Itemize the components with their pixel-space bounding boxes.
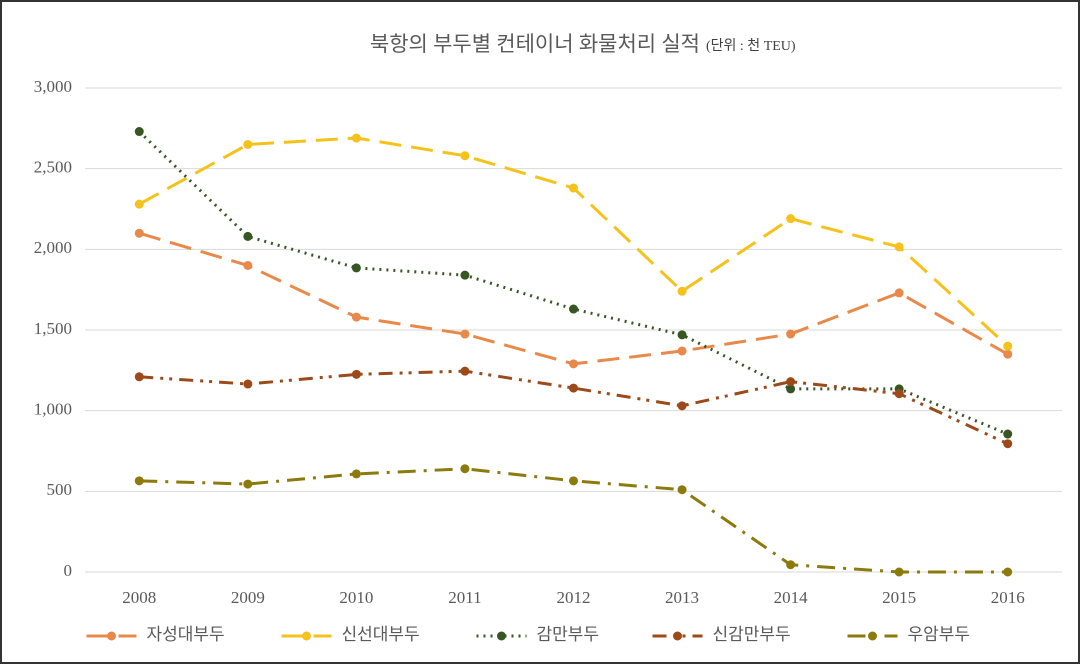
point [569,183,578,193]
point [894,389,904,399]
x-tick-label: 2010 [339,588,373,607]
point [460,151,470,161]
x-tick-label: 2013 [665,588,699,607]
y-tick-label: 3,000 [34,77,72,96]
point [243,379,253,389]
legend-marker [497,631,506,641]
legend-label: 신선대부두 [342,625,420,644]
point [677,330,687,340]
legend-label: 신감만부두 [713,625,791,644]
legend-marker [302,631,311,641]
point [134,372,144,382]
point [569,383,578,393]
point [677,401,687,411]
point [351,369,361,379]
point [894,567,904,577]
y-tick-label: 0 [64,561,73,580]
legend-marker [868,631,877,641]
point [677,286,687,296]
point [786,384,796,394]
point [1003,429,1013,439]
point [569,476,578,486]
point [351,133,361,143]
series-line [139,369,1009,446]
point [134,228,144,238]
point [1003,349,1013,359]
x-tick-label: 2008 [122,588,156,607]
point [677,485,687,495]
x-tick-label: 2015 [882,588,916,607]
legend-label: 자성대부두 [147,625,225,644]
point [243,479,253,489]
point [460,270,470,280]
chart-subtitle: (단위 : 천 TEU) [706,38,796,54]
y-tick-label: 1,500 [34,319,72,338]
point [243,231,253,241]
point [134,199,144,209]
point [243,139,253,149]
y-tick-label: 1,000 [34,400,72,419]
x-tick-label: 2016 [991,588,1025,607]
point [786,377,796,387]
x-tick-label: 2009 [231,588,265,607]
point [1003,567,1013,577]
point [894,288,904,298]
point [134,127,144,137]
legend-marker [107,631,116,641]
point [569,304,578,314]
legend-marker [673,631,682,641]
point [460,464,470,474]
chart-title: 북항의 부두별 컨테이너 화물처리 실적 [370,32,700,56]
point [460,329,470,339]
point [786,329,796,339]
x-tick-label: 2011 [448,588,481,607]
legend-label: 우암부두 [908,625,971,644]
legend-label: 감만부두 [537,625,600,644]
x-tick-label: 2012 [557,588,591,607]
x-tick-label: 2014 [774,588,809,607]
point [460,366,470,376]
point [1003,439,1013,449]
y-tick-label: 2,500 [34,158,72,177]
point [569,359,578,369]
point [134,476,144,486]
point [894,242,904,252]
point [351,263,361,273]
point [1003,341,1013,351]
point [243,260,253,270]
point [786,560,796,570]
point [677,346,687,356]
y-tick-label: 500 [47,480,73,499]
y-tick-label: 2,000 [34,238,72,257]
point [786,214,796,224]
point [351,312,361,322]
point [351,469,361,479]
